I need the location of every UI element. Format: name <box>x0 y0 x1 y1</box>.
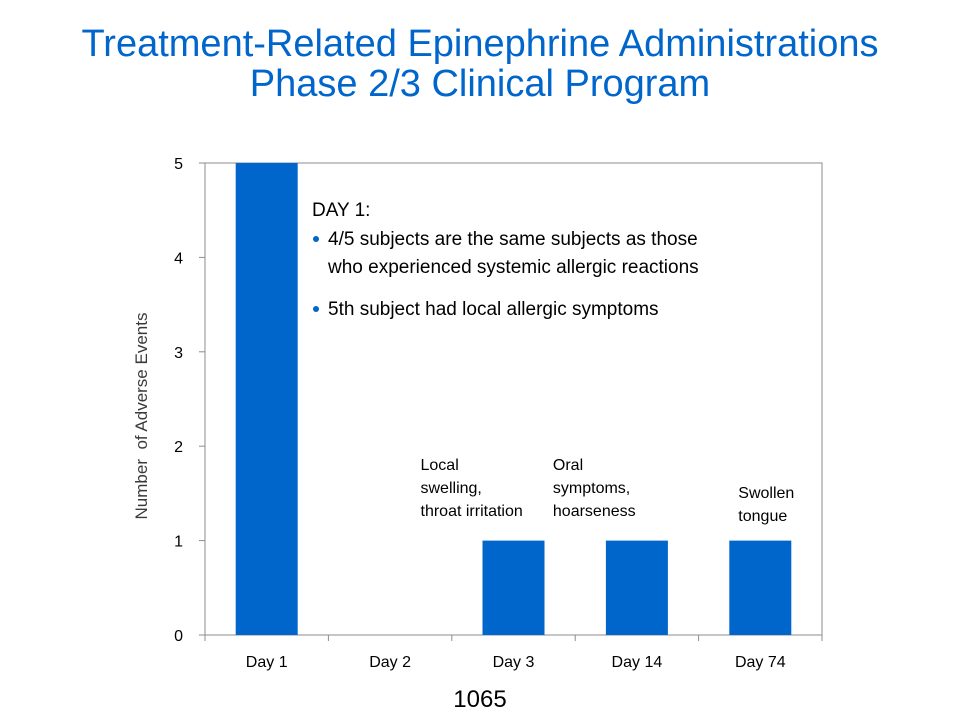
bar-day-1 <box>235 163 298 635</box>
x-tick-label: Day 2 <box>369 654 411 671</box>
y-tick-label: 2 <box>174 439 183 456</box>
bullet-icon <box>313 306 319 312</box>
bullet-icon <box>313 236 319 242</box>
x-tick-label: Day 74 <box>735 654 786 671</box>
bar-annotation-line: hoarseness <box>553 503 636 520</box>
note-heading: DAY 1: <box>312 200 370 221</box>
bar-annotation-line: symptoms, <box>553 480 630 497</box>
y-tick-label: 1 <box>174 534 183 551</box>
title-line-1: Treatment-Related Epinephrine Administra… <box>81 23 879 65</box>
bar-day-14 <box>605 540 668 635</box>
bar-annotation-line: Local <box>421 457 459 474</box>
title-line-2: Phase 2/3 Clinical Program <box>249 63 711 105</box>
x-tick-label: Day 3 <box>493 654 535 671</box>
slide-title: Treatment-Related Epinephrine Administra… <box>0 24 960 104</box>
note-bullet-line: who experienced systemic allergic reacti… <box>327 257 699 278</box>
y-tick-label: 0 <box>174 628 183 645</box>
y-axis-label: Number of Adverse Events <box>132 313 151 520</box>
note-bullet-line: 5th subject had local allergic symptoms <box>328 299 659 320</box>
y-tick-label: 4 <box>174 250 183 267</box>
y-tick-label: 5 <box>174 156 183 173</box>
note-bullet-line: 4/5 subjects are the same subjects as th… <box>328 229 698 250</box>
bar-annotation-line: Oral <box>553 457 583 474</box>
bar-annotation-line: swelling, <box>421 480 482 497</box>
y-tick-label: 3 <box>174 345 183 362</box>
x-tick-label: Day 14 <box>612 654 663 671</box>
bar-annotation-line: Swollen <box>738 485 794 502</box>
bar-day-3 <box>482 540 545 635</box>
bar-day-74 <box>729 540 792 635</box>
bar-annotation-line: tongue <box>738 508 787 525</box>
x-tick-label: Day 1 <box>246 654 288 671</box>
page-number: 1065 <box>453 686 507 713</box>
bar-annotation-line: throat irritation <box>421 503 523 520</box>
